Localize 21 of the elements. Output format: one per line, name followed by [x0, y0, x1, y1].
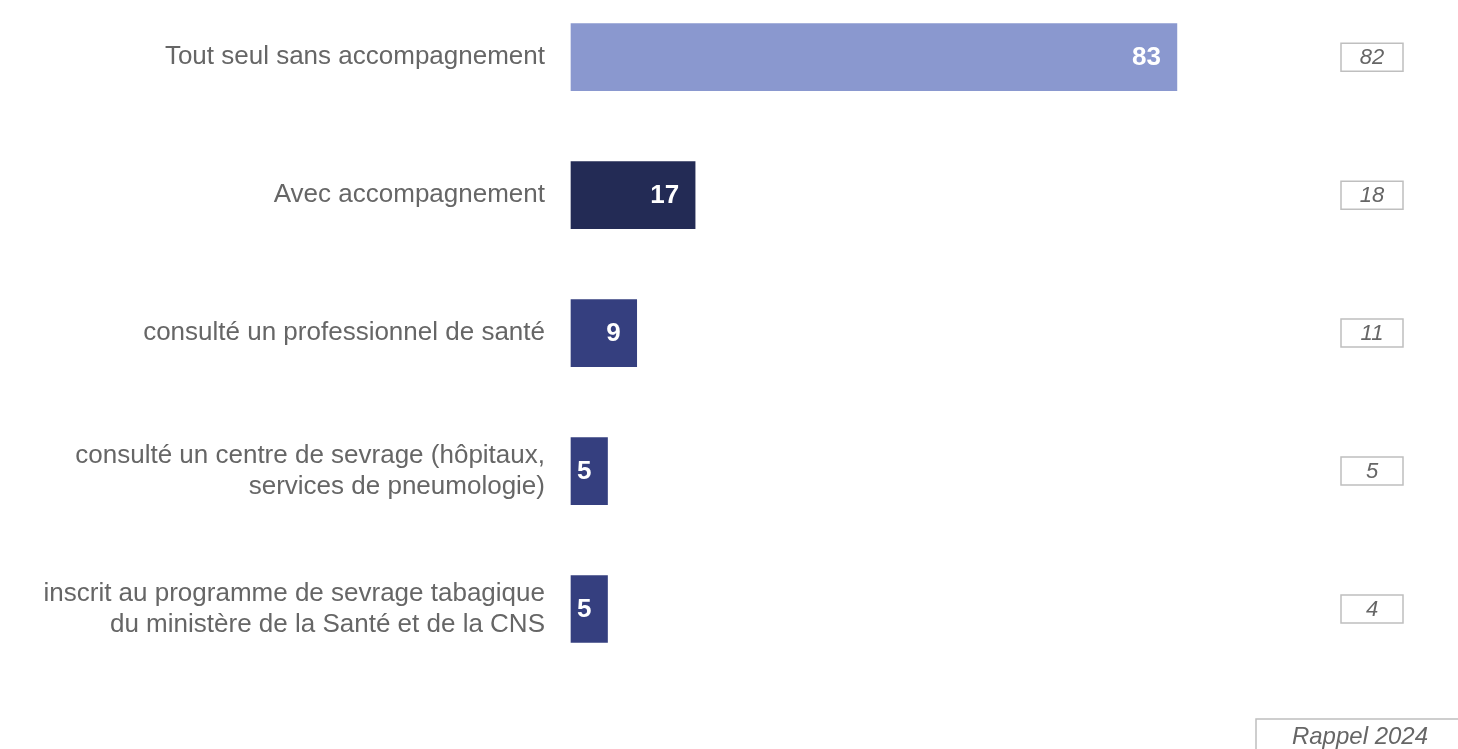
text: 18 — [1359, 182, 1385, 208]
y-tick-label: Tout seul sans accompagnement — [164, 40, 546, 71]
y-tick-label: consulté un professionnel de santé — [143, 316, 545, 347]
data-label: 83 — [1131, 41, 1161, 72]
data-label: 5 — [577, 593, 592, 624]
bar — [570, 575, 608, 643]
text: Rappel 2024 — [1291, 721, 1429, 749]
bar — [570, 299, 638, 367]
data-label: 9 — [606, 317, 621, 348]
text: 5 — [1365, 458, 1379, 484]
y-tick-label: inscrit au programme de sevrage tabagique du ministère de la Santé et de la CNS — [43, 576, 545, 638]
bar — [570, 161, 696, 229]
bar — [570, 23, 1178, 92]
y-tick-label: Avec accompagnement — [273, 178, 546, 209]
data-label: 5 — [577, 455, 592, 486]
y-tick-label: consulté un centre de sevrage (hôpitaux, services de pneumologie) — [75, 438, 545, 500]
text: 11 — [1360, 320, 1384, 346]
text: 4 — [1365, 596, 1379, 622]
data-label: 17 — [650, 179, 680, 210]
text: 82 — [1359, 44, 1385, 70]
bar — [570, 437, 608, 505]
